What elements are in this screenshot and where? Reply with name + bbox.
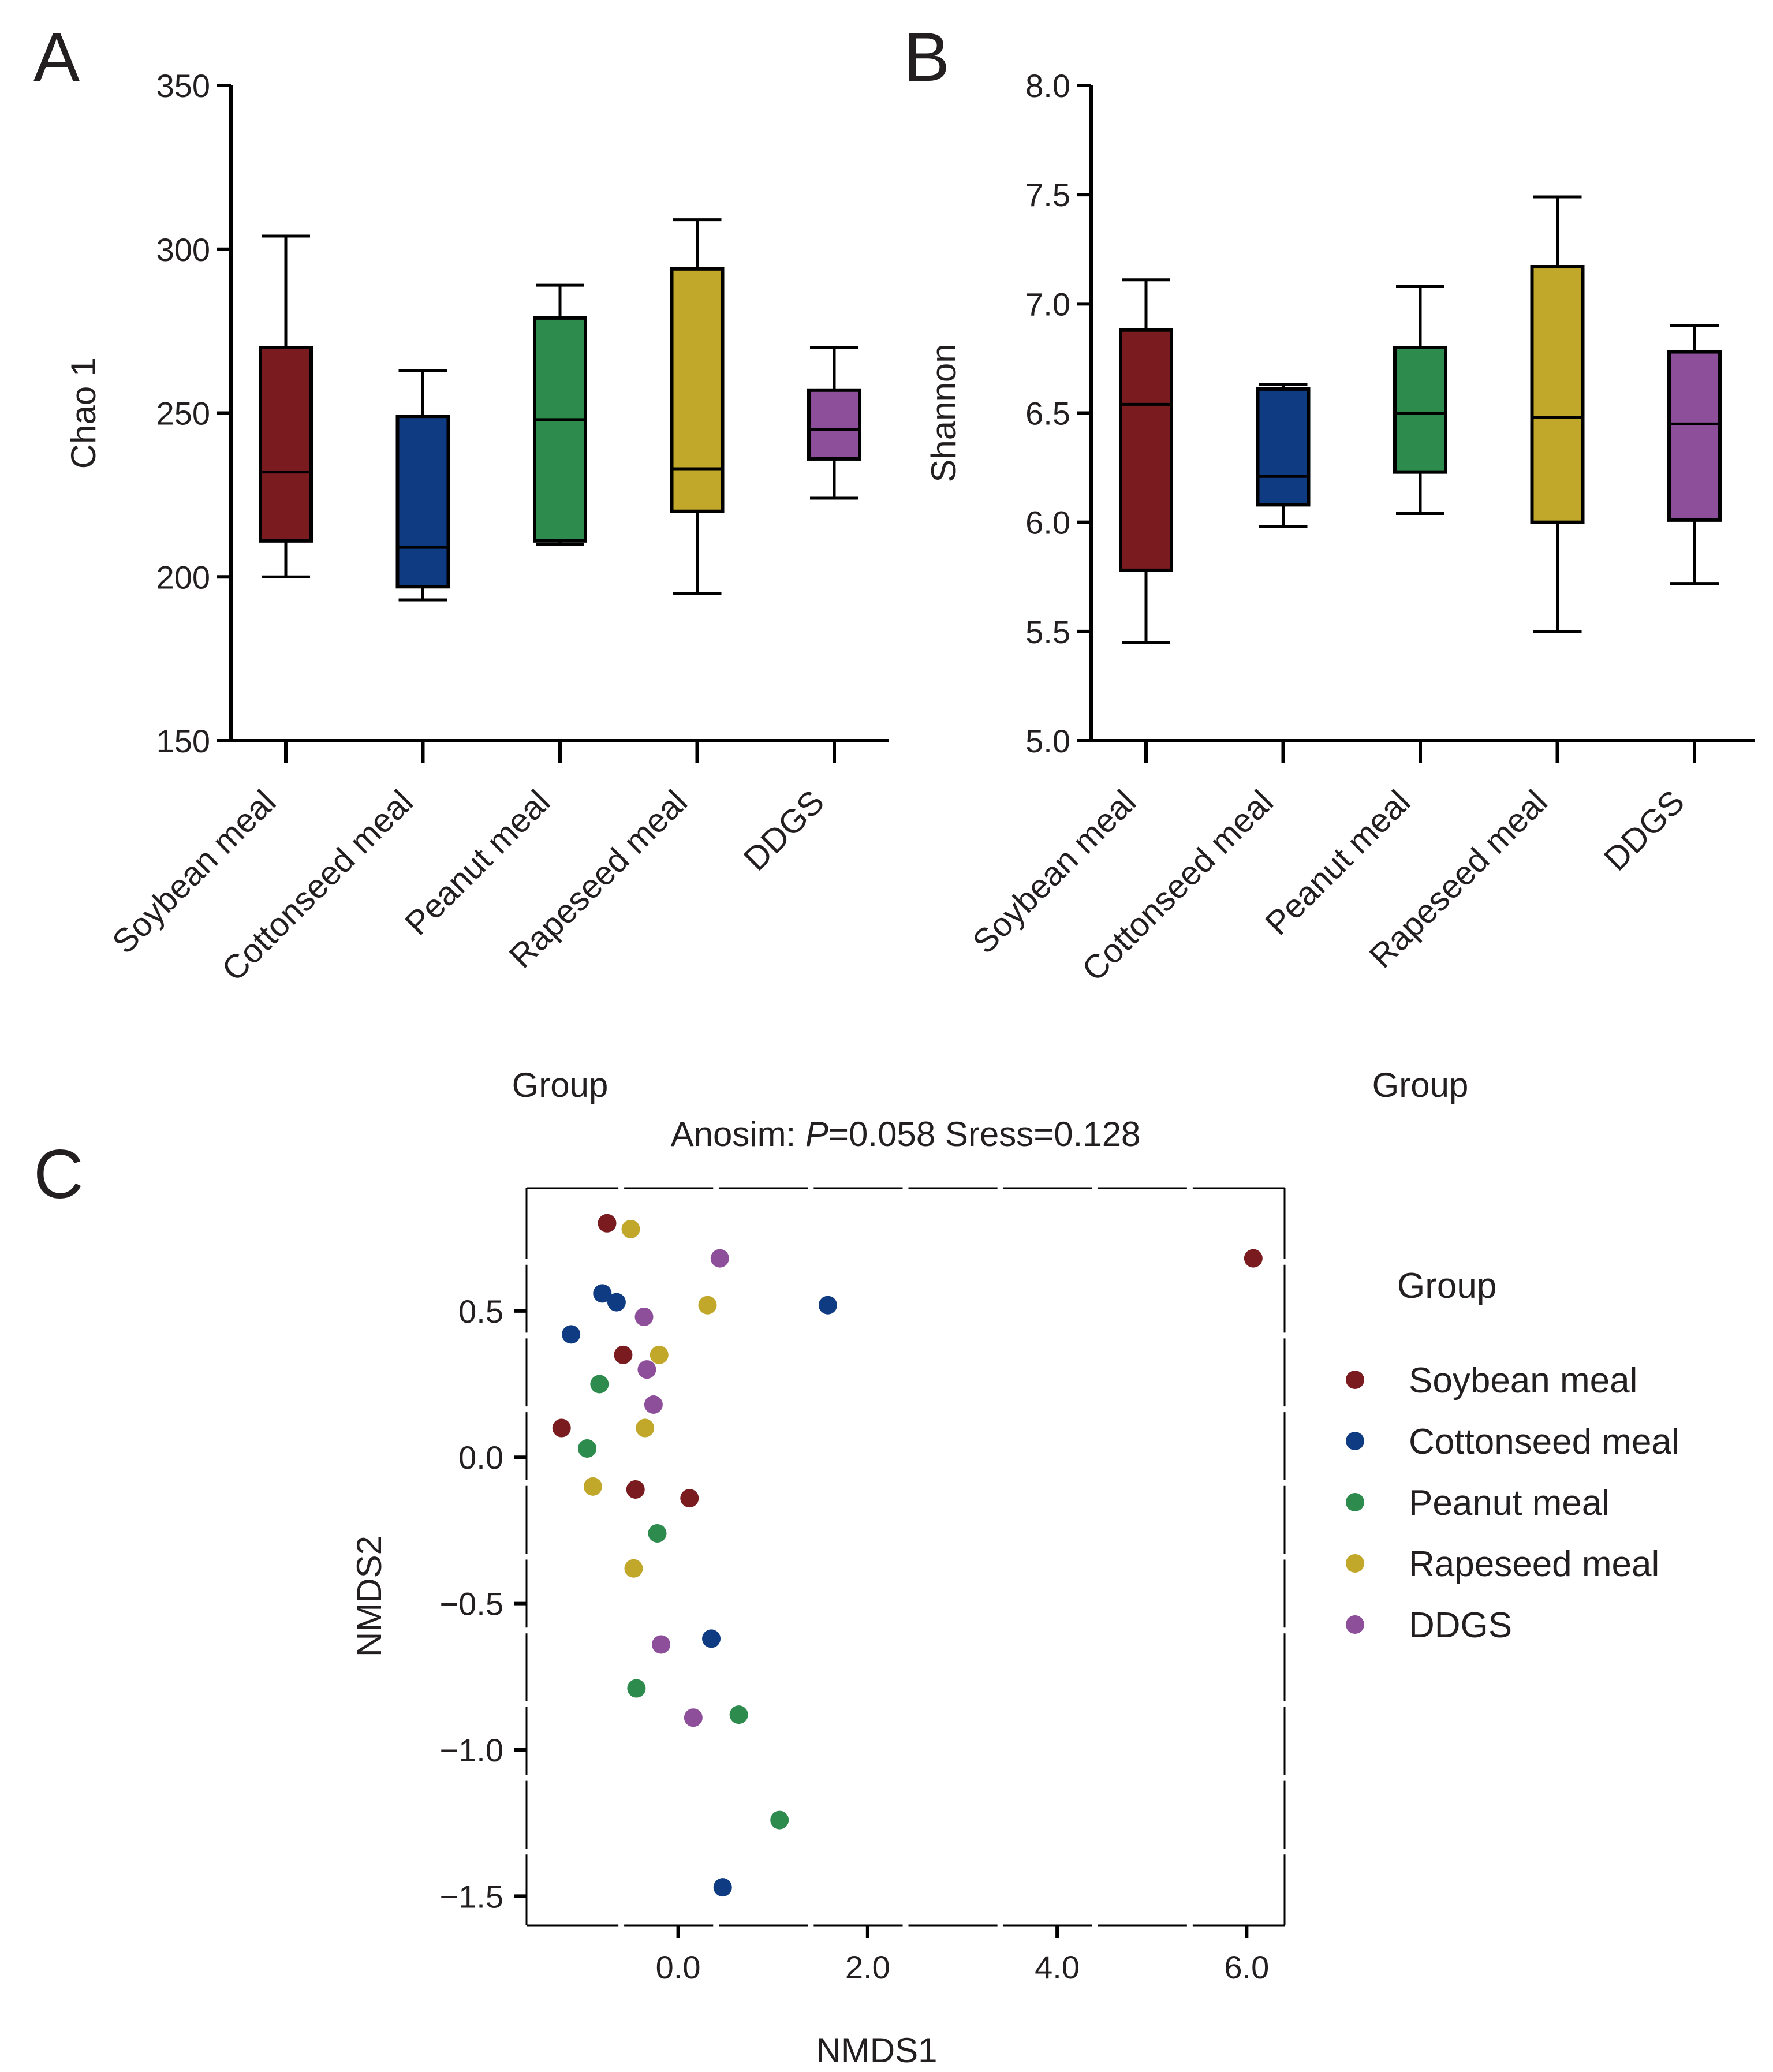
nmds1-axis-title: NMDS1 bbox=[816, 2031, 937, 2070]
legend-marker-cottonseed-meal bbox=[1346, 1432, 1364, 1450]
a-y-tick-label: 300 bbox=[156, 232, 210, 268]
b-category-label-ddgs: DDGS bbox=[1597, 783, 1692, 878]
point-rapeseed-meal bbox=[698, 1296, 717, 1315]
shannon-y-axis-title: Shannon bbox=[924, 344, 963, 482]
b-y-tick-label: 7.0 bbox=[1025, 286, 1070, 322]
point-soybean-meal bbox=[552, 1418, 571, 1438]
point-ddgs bbox=[710, 1249, 729, 1268]
legend-marker-ddgs bbox=[1346, 1615, 1364, 1634]
point-peanut-meal bbox=[590, 1375, 609, 1394]
b-box-peanut-meal bbox=[1393, 346, 1447, 474]
point-soybean-meal bbox=[680, 1489, 699, 1508]
a-box-ddgs bbox=[807, 388, 861, 461]
point-ddgs bbox=[652, 1635, 671, 1654]
point-cottonseed-meal bbox=[818, 1296, 837, 1315]
b-box-ddgs bbox=[1667, 350, 1722, 522]
panel-letter-b: B bbox=[904, 18, 950, 96]
point-cottonseed-meal bbox=[702, 1629, 721, 1648]
point-cottonseed-meal bbox=[713, 1878, 732, 1897]
a-box-rapeseed-meal bbox=[670, 267, 725, 513]
point-ddgs bbox=[684, 1708, 703, 1727]
point-cottonseed-meal bbox=[593, 1284, 612, 1303]
point-rapeseed-meal bbox=[636, 1418, 655, 1438]
point-cottonseed-meal bbox=[607, 1293, 626, 1312]
nmds-scatter-panel: Anosim: P=0.058 Sress=0.128 0.5 0.0 −0.5 −1… bbox=[350, 1115, 1679, 2070]
b-box-rapeseed-meal bbox=[1530, 265, 1585, 524]
b-y-tick-label: 5.5 bbox=[1025, 614, 1070, 650]
nmds2-tick-label: 0.0 bbox=[458, 1439, 503, 1476]
a-y-tick-label: 200 bbox=[156, 559, 210, 595]
point-peanut-meal bbox=[729, 1705, 748, 1724]
point-ddgs bbox=[644, 1395, 663, 1414]
legend-label-rapeseed-meal: Rapeseed meal bbox=[1409, 1544, 1659, 1584]
b-y-tick-label: 8.0 bbox=[1025, 68, 1070, 104]
b-y-tick-label: 5.0 bbox=[1025, 723, 1070, 759]
a-box-soybean-meal bbox=[259, 346, 313, 543]
point-rapeseed-meal bbox=[624, 1559, 643, 1578]
a-box-peanut-meal bbox=[533, 316, 587, 543]
point-cottonseed-meal bbox=[562, 1325, 581, 1344]
legend-marker-soybean-meal bbox=[1346, 1371, 1364, 1389]
legend-label-soybean-meal: Soybean meal bbox=[1409, 1361, 1637, 1401]
title-p: P bbox=[805, 1115, 828, 1153]
legend-marker-rapeseed-meal bbox=[1346, 1554, 1364, 1573]
point-soybean-meal bbox=[614, 1345, 633, 1364]
nmds2-tick-label: 0.5 bbox=[458, 1293, 503, 1330]
nmds-chart-title: Anosim: P=0.058 Sress=0.128 bbox=[671, 1115, 1141, 1153]
legend-label-cottonseed-meal: Cottonseed meal bbox=[1409, 1422, 1679, 1462]
point-ddgs bbox=[634, 1307, 654, 1326]
point-peanut-meal bbox=[578, 1439, 597, 1458]
chao1-y-axis-title: Chao 1 bbox=[64, 357, 103, 469]
point-rapeseed-meal bbox=[650, 1345, 669, 1364]
legend: Soybean meal Cottonseed meal Peanut meal Ra… bbox=[1346, 1361, 1679, 1645]
nmds2-tick-label: −1.0 bbox=[439, 1732, 503, 1768]
legend-title: Group bbox=[1397, 1266, 1496, 1306]
legend-label-ddgs: DDGS bbox=[1409, 1606, 1512, 1645]
nmds-scatter-marks: 0.5 0.0 −0.5 −1.0 −1.5 0.0 2.0 4.0 6.0 bbox=[439, 1187, 1286, 1985]
nmds1-tick-label: 4.0 bbox=[1035, 1949, 1080, 1985]
panel-letter-a: A bbox=[33, 18, 80, 96]
point-soybean-meal bbox=[1244, 1249, 1263, 1268]
b-box-cottonseed-meal bbox=[1256, 387, 1311, 507]
b-y-tick-label: 6.0 bbox=[1025, 505, 1070, 541]
nmds1-tick-label: 2.0 bbox=[845, 1949, 890, 1985]
point-soybean-meal bbox=[626, 1480, 645, 1499]
nmds2-axis-title: NMDS2 bbox=[350, 1536, 389, 1657]
title-prefix: Anosim: bbox=[671, 1115, 805, 1153]
b-y-tick-label: 6.5 bbox=[1025, 395, 1070, 432]
legend-label-peanut-meal: Peanut meal bbox=[1409, 1483, 1610, 1523]
panel-letter-c: C bbox=[33, 1136, 84, 1213]
legend-marker-peanut-meal bbox=[1346, 1493, 1364, 1511]
title-suffix: =0.058 Sress=0.128 bbox=[828, 1115, 1140, 1153]
point-ddgs bbox=[637, 1360, 656, 1379]
point-rapeseed-meal bbox=[583, 1477, 602, 1496]
point-peanut-meal bbox=[770, 1810, 789, 1830]
point-peanut-meal bbox=[648, 1524, 667, 1543]
a-y-tick-label: 150 bbox=[156, 723, 210, 759]
nmds1-tick-label: 0.0 bbox=[656, 1949, 701, 1985]
a-box-cottonseed-meal bbox=[395, 415, 450, 589]
a-y-tick-label: 350 bbox=[156, 68, 210, 104]
b-box-soybean-meal bbox=[1119, 328, 1173, 572]
shannon-x-axis-title: Group bbox=[1372, 1066, 1469, 1104]
nmds1-tick-label: 6.0 bbox=[1224, 1949, 1269, 1985]
point-rapeseed-meal bbox=[621, 1219, 640, 1238]
b-y-tick-label: 7.5 bbox=[1025, 177, 1070, 213]
nmds2-tick-label: −1.5 bbox=[439, 1878, 503, 1914]
point-soybean-meal bbox=[598, 1214, 617, 1233]
point-peanut-meal bbox=[627, 1679, 646, 1698]
chao1-x-axis-title: Group bbox=[512, 1066, 609, 1104]
nmds2-tick-label: −0.5 bbox=[439, 1586, 503, 1622]
a-category-label-ddgs: DDGS bbox=[737, 783, 831, 878]
a-y-tick-label: 250 bbox=[156, 395, 210, 432]
